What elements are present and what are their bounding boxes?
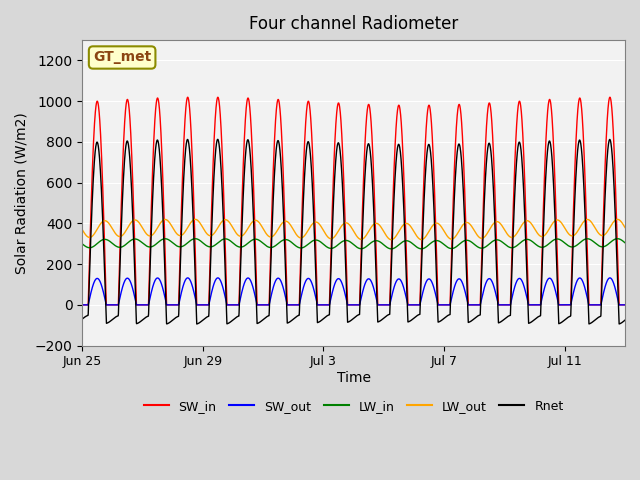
Rnet	[276, 144, 284, 149]
SW_out	[198, 302, 206, 308]
SW_out	[131, 294, 139, 300]
LW_in	[78, 241, 86, 247]
LW_in	[131, 236, 139, 242]
SW_in	[371, 200, 378, 206]
LW_in	[198, 240, 206, 245]
SW_out	[78, 302, 86, 308]
LW_out	[275, 225, 283, 230]
Legend: SW_in, SW_out, LW_in, LW_out, Rnet: SW_in, SW_out, LW_in, LW_out, Rnet	[139, 395, 568, 418]
Title: Four channel Radiometer: Four channel Radiometer	[249, 15, 458, 33]
LW_out	[371, 221, 378, 227]
Y-axis label: Solar Radiation (W/m2): Solar Radiation (W/m2)	[15, 112, 29, 274]
LW_in	[275, 240, 283, 246]
Rnet	[78, 316, 86, 322]
SW_in	[164, 302, 172, 308]
SW_in	[78, 302, 86, 308]
SW_in	[606, 95, 614, 100]
SW_in	[621, 302, 629, 308]
Rnet	[131, 269, 139, 275]
LW_in	[387, 246, 395, 252]
SW_out	[371, 289, 378, 295]
Line: LW_in: LW_in	[82, 239, 625, 249]
Rnet	[164, 321, 172, 326]
LW_in	[551, 237, 559, 242]
Rnet	[621, 317, 629, 323]
Line: Rnet: Rnet	[82, 139, 625, 324]
LW_out	[131, 217, 139, 223]
Line: SW_in: SW_in	[82, 97, 625, 305]
Rnet	[214, 136, 221, 142]
Rnet	[371, 242, 379, 248]
LW_out	[614, 216, 621, 222]
LW_out	[164, 217, 172, 223]
LW_out	[387, 237, 395, 242]
LW_out	[621, 225, 629, 230]
LW_in	[614, 236, 621, 241]
SW_in	[131, 242, 139, 248]
LW_in	[164, 236, 172, 242]
SW_out	[606, 275, 614, 281]
SW_in	[198, 302, 206, 308]
LW_in	[371, 238, 378, 244]
SW_in	[275, 99, 283, 105]
Rnet	[199, 317, 207, 323]
SW_in	[551, 175, 559, 181]
Line: LW_out: LW_out	[82, 219, 625, 240]
LW_out	[198, 224, 206, 230]
LW_out	[78, 227, 86, 232]
SW_out	[621, 302, 629, 308]
LW_out	[551, 218, 559, 224]
Rnet	[193, 321, 200, 327]
Rnet	[552, 221, 559, 227]
SW_out	[164, 302, 172, 308]
LW_in	[621, 240, 629, 246]
SW_out	[551, 286, 559, 291]
X-axis label: Time: Time	[337, 371, 371, 385]
Line: SW_out: SW_out	[82, 278, 625, 305]
SW_out	[275, 276, 283, 281]
Text: GT_met: GT_met	[93, 50, 151, 64]
